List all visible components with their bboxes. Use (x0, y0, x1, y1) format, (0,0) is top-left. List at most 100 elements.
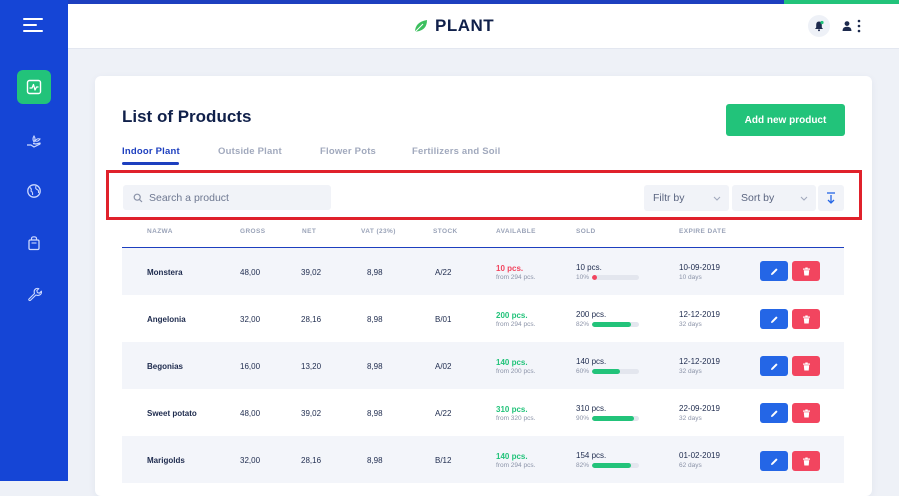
table-row[interactable]: Marigolds 32,00 28,16 8,98 B/12 140 pcs.… (122, 436, 844, 483)
tab-indoor-plant[interactable]: Indoor Plant (122, 146, 180, 157)
sold-progress-fill (592, 416, 635, 421)
expire-date: 22-09-2019 (679, 404, 720, 413)
sidebar-item-shop[interactable] (17, 226, 51, 260)
user-icon (842, 21, 852, 31)
available-count: 10 pcs. (496, 264, 524, 273)
trash-icon (802, 457, 810, 465)
notifications-button[interactable] (808, 15, 830, 37)
edit-button[interactable] (760, 309, 788, 329)
product-name: Sweet potato (147, 409, 197, 418)
page-title: List of Products (122, 107, 252, 126)
sold-progress-bar (592, 416, 639, 421)
search-placeholder: Search a product (149, 191, 229, 204)
delete-button[interactable] (792, 403, 820, 423)
product-stock: A/22 (435, 268, 452, 277)
available-from: from 294 pcs. (496, 462, 536, 469)
trash-icon (802, 409, 810, 417)
product-gross: 48,00 (240, 409, 261, 418)
available-from: from 200 pcs. (496, 368, 536, 375)
table-row[interactable]: Angelonia 32,00 28,16 8,98 B/01 200 pcs.… (122, 295, 844, 342)
delete-button[interactable] (792, 451, 820, 471)
top-header: PLANT (68, 4, 899, 49)
pencil-icon (770, 267, 778, 275)
filter-by-select[interactable]: Filtr by (644, 185, 729, 211)
product-gross: 32,00 (240, 456, 261, 465)
edit-button[interactable] (760, 403, 788, 423)
toolbar-highlight-frame (106, 170, 862, 220)
product-name: Marigolds (147, 456, 185, 465)
bell-icon (815, 20, 824, 32)
sort-by-select[interactable]: Sort by (732, 185, 816, 211)
sidebar-item-analytics[interactable] (17, 70, 51, 104)
edit-button[interactable] (760, 356, 788, 376)
pencil-icon (770, 409, 778, 417)
product-name: Monstera (147, 268, 183, 277)
pencil-icon (770, 362, 778, 370)
edit-button[interactable] (760, 451, 788, 471)
table-row[interactable]: Monstera 48,00 39,02 8,98 A/22 10 pcs. f… (122, 248, 844, 295)
sold-percent: 10% (576, 274, 590, 281)
more-vertical-icon (857, 19, 861, 33)
sold-percent: 82% (576, 321, 590, 328)
top-accent-stripe (0, 0, 899, 4)
sidebar (0, 0, 68, 481)
expire-days: 32 days (679, 321, 702, 328)
tab-fertilizers-and-soil[interactable]: Fertilizers and Soil (412, 146, 501, 157)
sort-direction-button[interactable] (818, 185, 844, 211)
menu-icon-line (23, 30, 43, 32)
sidebar-item-global[interactable] (17, 174, 51, 208)
menu-icon[interactable] (23, 17, 45, 33)
column-header-name: NAZWA (147, 228, 173, 235)
sold-percent: 90% (576, 415, 590, 422)
search-input[interactable]: Search a product (123, 185, 331, 210)
delete-button[interactable] (792, 261, 820, 281)
menu-icon-line (23, 18, 43, 20)
top-accent-stripe-green (784, 0, 899, 4)
product-vat: 8,98 (367, 268, 383, 277)
product-name: Angelonia (147, 315, 186, 324)
product-net: 39,02 (301, 409, 322, 418)
app-logo[interactable]: PLANT (413, 16, 494, 36)
tab-outside-plant[interactable]: Outside Plant (218, 146, 282, 157)
product-vat: 8,98 (367, 315, 383, 324)
column-header-sold: SOLD (576, 228, 596, 235)
table-row[interactable]: Sweet potato 48,00 39,02 8,98 A/22 310 p… (122, 389, 844, 436)
sold-count: 154 pcs. (576, 451, 607, 460)
table-header-divider (122, 247, 844, 248)
shopping-bag-icon (28, 236, 40, 251)
tab-flower-pots[interactable]: Flower Pots (320, 146, 377, 157)
expire-date: 10-09-2019 (679, 263, 720, 272)
active-tab-indicator (122, 162, 179, 165)
sold-progress-bar (592, 463, 639, 468)
expire-days: 10 days (679, 274, 702, 281)
user-button[interactable] (836, 15, 858, 37)
available-from: from 294 pcs. (496, 321, 536, 328)
hand-plant-icon (27, 135, 41, 148)
sold-progress-bar (592, 369, 639, 374)
available-count: 140 pcs. (496, 452, 528, 461)
sold-progress-fill (592, 275, 597, 280)
product-net: 28,16 (301, 456, 322, 465)
menu-icon-line (23, 24, 37, 26)
sidebar-item-plants[interactable] (17, 125, 51, 159)
pencil-icon (770, 315, 778, 323)
sold-progress-fill (592, 463, 631, 468)
trash-icon (802, 362, 810, 370)
add-new-product-button[interactable]: Add new product (726, 104, 845, 136)
column-header-gross: GROSS (240, 228, 266, 235)
delete-button[interactable] (792, 356, 820, 376)
sidebar-item-tools[interactable] (17, 277, 51, 311)
app-logo-text: PLANT (435, 16, 495, 35)
edit-button[interactable] (760, 261, 788, 281)
product-vat: 8,98 (367, 456, 383, 465)
table-row[interactable]: Begonias 16,00 13,20 8,98 A/02 140 pcs. … (122, 342, 844, 389)
product-net: 39,02 (301, 268, 322, 277)
sort-by-label: Sort by (741, 192, 775, 204)
trash-icon (802, 315, 810, 323)
more-options-button[interactable] (854, 15, 864, 37)
sold-percent: 82% (576, 462, 590, 469)
product-stock: B/01 (435, 315, 452, 324)
delete-button[interactable] (792, 309, 820, 329)
column-header-expire-date: EXPIRE DATE (679, 228, 727, 235)
product-vat: 8,98 (367, 409, 383, 418)
